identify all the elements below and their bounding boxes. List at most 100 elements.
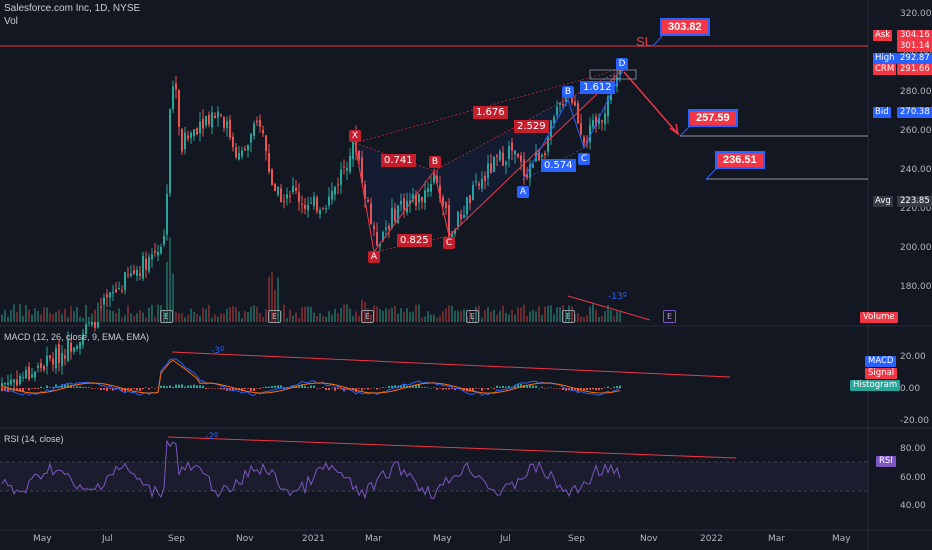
- macd-histogram-bar: [259, 388, 261, 389]
- candle-body: [196, 128, 198, 135]
- candle-body: [82, 333, 84, 345]
- macd-histogram-bar: [52, 386, 54, 388]
- target2-box[interactable]: 236.51: [715, 151, 765, 169]
- macd-title[interactable]: MACD (12, 26, close, 9, EMA, EMA): [4, 332, 150, 342]
- abcd-ac-dashed: [522, 147, 585, 181]
- candle-body: [532, 164, 534, 168]
- macd-histogram-bar: [145, 387, 147, 388]
- candle-body: [346, 168, 348, 171]
- earnings-icon[interactable]: E: [268, 310, 281, 323]
- candle-body: [436, 175, 438, 184]
- candle-body: [130, 273, 132, 276]
- macd-histogram-bar: [94, 388, 96, 389]
- price-tag-name: CRM: [873, 64, 897, 75]
- candle-body: [445, 202, 447, 208]
- price-tag-name: Ask: [873, 30, 893, 41]
- volume-bar: [28, 309, 30, 322]
- volume-bar: [235, 307, 237, 322]
- macd-histogram-bar: [280, 385, 282, 388]
- macd-histogram-bar: [514, 384, 516, 388]
- volume-bar: [490, 311, 492, 322]
- candle-body: [604, 113, 606, 125]
- volume-bar: [79, 316, 81, 322]
- volume-bar: [394, 305, 396, 322]
- rsi-legend: RSI: [876, 456, 896, 467]
- time-axis-label: Nov: [236, 534, 254, 544]
- volume-bar: [424, 316, 426, 322]
- volume-bar: [58, 309, 60, 322]
- candle-body: [373, 225, 375, 230]
- volume-bar: [616, 311, 618, 322]
- candle-body: [211, 112, 213, 128]
- candle-body: [190, 132, 192, 138]
- macd-histogram-bar: [541, 386, 543, 388]
- macd-histogram-bar: [385, 387, 387, 389]
- target1-connector: [679, 125, 691, 137]
- earnings-icon[interactable]: E: [160, 310, 173, 323]
- volume-bar: [496, 314, 498, 322]
- volume-bar: [328, 310, 330, 322]
- candle-body: [154, 250, 156, 253]
- macd-histogram-bar: [262, 387, 264, 388]
- volume-bar: [178, 313, 180, 322]
- earnings-icon[interactable]: E: [562, 310, 575, 323]
- volume-bar: [451, 305, 453, 322]
- earnings-icon[interactable]: E: [466, 310, 479, 323]
- volume-bar: [595, 310, 597, 322]
- candle-body: [127, 274, 129, 276]
- candle-body: [565, 96, 567, 103]
- candle-body: [301, 203, 303, 205]
- candle-body: [169, 109, 171, 194]
- earnings-icon[interactable]: E: [361, 310, 374, 323]
- volume-bar: [238, 311, 240, 322]
- candle-body: [25, 369, 27, 379]
- candle-body: [118, 287, 120, 289]
- macd-histogram-bar: [538, 387, 540, 389]
- macd-histogram-bar: [487, 388, 489, 390]
- volume-bar: [466, 316, 468, 322]
- macd-histogram-bar: [142, 388, 144, 390]
- volume-label[interactable]: Vol: [4, 16, 18, 27]
- macd-histogram-bar: [241, 388, 243, 392]
- target1-box[interactable]: 257.59: [688, 109, 738, 127]
- time-axis-label: 2021: [302, 534, 325, 544]
- candle-body: [265, 135, 267, 152]
- macd-histogram-bar: [121, 388, 123, 392]
- rsi-title[interactable]: RSI (14, close): [4, 434, 64, 444]
- volume-bar: [454, 310, 456, 322]
- macd-histogram-bar: [193, 384, 195, 388]
- candle-body: [415, 194, 417, 206]
- candle-body: [544, 153, 546, 156]
- candle-body: [172, 86, 174, 110]
- volume-bar: [85, 304, 87, 322]
- candle-body: [343, 166, 345, 168]
- volume-bar: [586, 315, 588, 322]
- volume-bar: [139, 310, 141, 322]
- rsi-layer: [0, 436, 868, 500]
- volume-bar: [559, 307, 561, 322]
- volume-bar: [544, 306, 546, 322]
- macd-histogram-bar: [424, 387, 426, 388]
- rsi-tick-label: 60.00: [900, 473, 926, 483]
- candle-body: [31, 374, 33, 378]
- volume-bar: [580, 316, 582, 322]
- stop-loss-box[interactable]: 303.82: [660, 18, 710, 36]
- volume-bar: [487, 307, 489, 322]
- macd-histogram-bar: [436, 388, 438, 390]
- volume-bar: [514, 314, 516, 322]
- macd-histogram-bar: [127, 388, 129, 390]
- candle-body: [421, 196, 423, 202]
- price-tag-value: 292.87: [897, 53, 932, 64]
- candle-body: [271, 169, 273, 185]
- volume-bar: [574, 314, 576, 322]
- candle-body: [133, 270, 135, 274]
- macd-histogram-bar: [448, 388, 450, 390]
- candle-body: [100, 306, 102, 308]
- candle-body: [589, 124, 591, 143]
- candle-body: [580, 123, 582, 134]
- symbol-title[interactable]: Salesforce.com Inc, 1D, NYSE: [4, 3, 141, 14]
- volume-bar: [121, 317, 123, 322]
- candle-body: [298, 192, 300, 203]
- earnings-upcoming-icon[interactable]: E: [663, 310, 676, 323]
